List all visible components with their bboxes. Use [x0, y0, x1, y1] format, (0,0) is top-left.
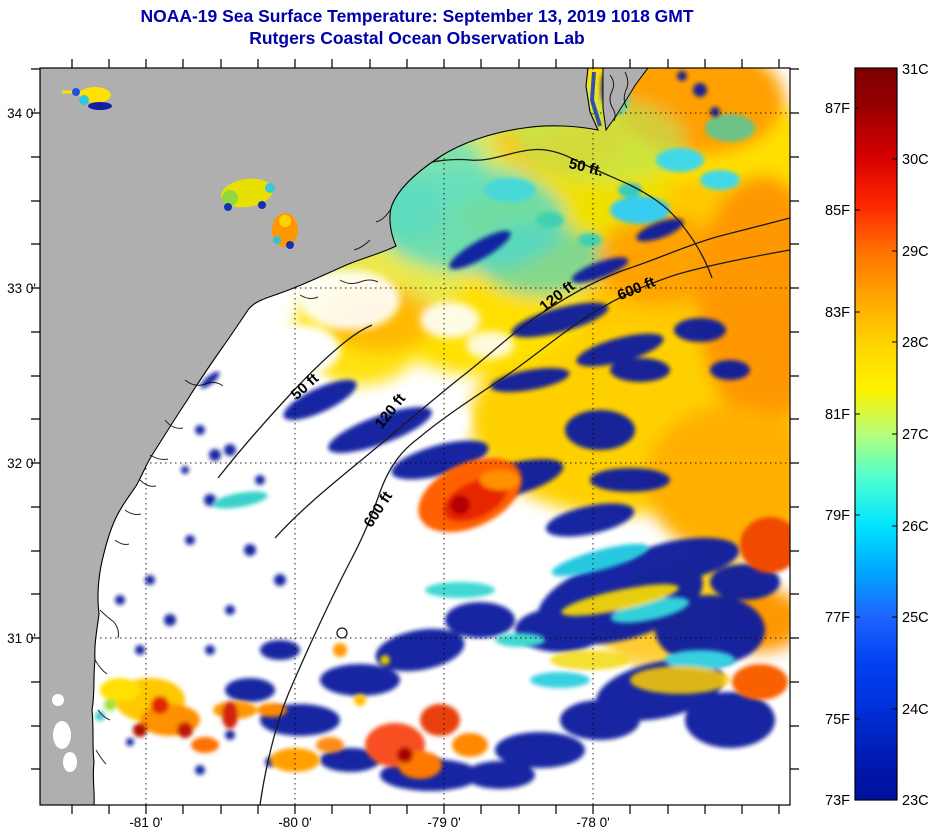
cbar-c-26: 26C — [902, 519, 929, 535]
x-tick-label-81: -81 0' — [129, 815, 162, 830]
land-white-patches — [52, 694, 77, 772]
x-axis-labels: -81 0' -80 0' -79 0' -78 0' — [129, 815, 609, 830]
x-tick-label-79: -79 0' — [427, 815, 460, 830]
marsh-squiggles — [94, 71, 629, 765]
left-ticks — [31, 68, 40, 770]
cbar-c-25: 25C — [902, 610, 929, 626]
bottom-ticks — [71, 805, 780, 814]
colorbar-celsius-labels: 31C 30C 29C 28C 27C 26C 25C 24C 23C — [902, 62, 929, 809]
cbar-c-30: 30C — [902, 152, 929, 168]
sst-map: 50 ft. 120 ft 600 ft 50 ft 120 ft 600 ft — [40, 68, 790, 805]
cbar-f-85: 85F — [825, 203, 850, 219]
cbar-c-27: 27C — [902, 427, 929, 443]
y-tick-label-31: 31 0' — [7, 631, 36, 646]
cbar-f-81: 81F — [825, 407, 850, 423]
cbar-c-29: 29C — [902, 244, 929, 260]
plot-frame — [39, 67, 791, 806]
inland-lakes — [62, 87, 298, 249]
y-tick-label-32: 32 0' — [7, 456, 36, 471]
right-ticks — [790, 68, 799, 770]
contour-600ft — [259, 249, 790, 805]
land-barrier-sliver — [602, 68, 649, 132]
title-line-1: NOAA-19 Sea Surface Temperature: Septemb… — [140, 6, 693, 26]
cbar-f-73: 73F — [825, 793, 850, 809]
colorbar-ticks — [855, 107, 897, 720]
cbar-f-79: 79F — [825, 508, 850, 524]
figure-title: NOAA-19 Sea Surface Temperature: Septemb… — [140, 6, 693, 48]
cbar-c-23: 23C — [902, 793, 929, 809]
colorbar-gradient — [854, 67, 898, 801]
cbar-c-28: 28C — [902, 335, 929, 351]
cbar-f-77: 77F — [825, 610, 850, 626]
top-ticks — [71, 59, 780, 68]
y-tick-label-33: 33 0' — [7, 281, 36, 296]
y-axis-labels: 34 0' 33 0' 32 0' 31 0' — [7, 106, 36, 646]
cbar-f-75: 75F — [825, 712, 850, 728]
axis-ticks — [31, 59, 799, 814]
cool-streaks-upper — [484, 75, 755, 247]
colorbar: 31C 30C 29C 28C 27C 26C 25C 24C 23C 87F … — [825, 62, 929, 809]
x-tick-label-78: -78 0' — [576, 815, 609, 830]
colorbar-fahrenheit-labels: 87F 85F 83F 81F 79F 77F 75F 73F — [825, 101, 850, 809]
x-tick-label-80: -80 0' — [278, 815, 311, 830]
cbar-f-87: 87F — [825, 101, 850, 117]
cool-streaks-lower — [212, 491, 735, 694]
cape-fear-river — [589, 71, 602, 127]
cbar-c-24: 24C — [902, 702, 929, 718]
y-tick-label-34: 34 0' — [7, 106, 36, 121]
contour-50ft-south — [217, 324, 373, 479]
contour-closed-loop — [336, 627, 348, 639]
cbar-f-83: 83F — [825, 305, 850, 321]
title-line-2: Rutgers Coastal Ocean Observation Lab — [249, 28, 585, 48]
contour-120ft — [274, 217, 790, 539]
cbar-c-31: 31C — [902, 62, 929, 78]
